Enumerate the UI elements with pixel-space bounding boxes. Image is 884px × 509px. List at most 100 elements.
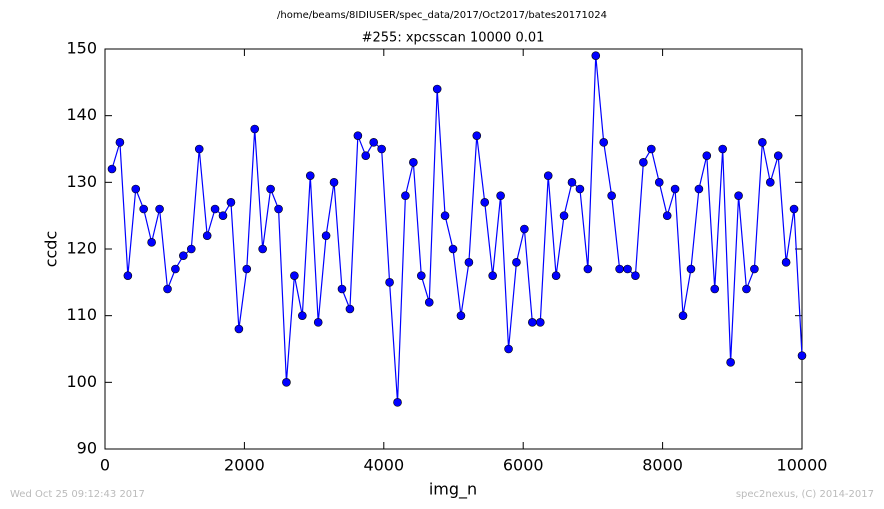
data-line [111, 55, 803, 403]
data-point [734, 191, 743, 200]
data-point [377, 144, 386, 154]
data-point [345, 304, 355, 314]
data-point [313, 318, 323, 327]
x-tick-label: 8000 [642, 456, 683, 475]
data-point [726, 358, 735, 367]
data-point [543, 171, 553, 180]
data-point [179, 251, 188, 260]
data-point [710, 284, 720, 294]
y-tick-label: 90 [77, 439, 97, 458]
data-point [583, 264, 593, 274]
y-tick-label: 150 [66, 39, 97, 58]
data-point [123, 271, 133, 280]
data-point [631, 271, 640, 280]
x-axis-label: img_n [429, 480, 477, 500]
data-point [591, 51, 601, 60]
data-point [623, 264, 632, 274]
data-point [615, 264, 624, 274]
data-point [282, 378, 291, 387]
data-point [797, 351, 807, 360]
data-point [361, 151, 371, 160]
y-axis-label: ccdc [42, 231, 61, 268]
data-point [321, 231, 331, 240]
data-point [163, 284, 172, 294]
data-point [139, 204, 148, 214]
data-point [107, 164, 117, 174]
data-point [694, 184, 704, 194]
data-point [781, 258, 791, 267]
data-point [758, 138, 767, 147]
plot-frame [104, 48, 803, 450]
data-point [551, 271, 561, 280]
x-tick-label: 10000 [777, 456, 828, 475]
data-point [409, 158, 418, 167]
data-point [226, 198, 236, 207]
data-point [440, 211, 450, 220]
x-tick-label: 4000 [363, 456, 404, 475]
data-point [194, 144, 204, 154]
data-point [607, 191, 616, 200]
data-point [337, 284, 347, 294]
data-point [385, 278, 394, 287]
x-tick-label: 6000 [503, 456, 544, 475]
y-tick-label: 100 [66, 372, 97, 391]
data-point [298, 311, 307, 320]
data-point [258, 244, 267, 254]
data-point [369, 138, 378, 147]
data-point [202, 231, 212, 240]
data-point [147, 238, 156, 247]
data-point [575, 184, 585, 194]
data-point [448, 244, 458, 254]
data-point [702, 151, 712, 160]
chart-title: #255: xpcsscan 10000 0.01 [362, 31, 545, 46]
data-point [789, 204, 799, 214]
data-point [480, 198, 490, 207]
data-point [424, 298, 434, 307]
footer-right: spec2nexus, (C) 2014-2017 [736, 489, 874, 500]
data-point [520, 224, 529, 234]
data-point [290, 271, 299, 280]
data-point [718, 144, 727, 154]
data-point [416, 271, 426, 280]
data-point [742, 284, 751, 294]
data-point [131, 184, 141, 194]
data-point [647, 144, 656, 154]
data-point [171, 264, 180, 274]
data-point [393, 398, 402, 407]
data-point [567, 178, 577, 187]
data-point [115, 138, 125, 147]
data-point [765, 178, 775, 187]
y-tick-label: 130 [66, 172, 97, 191]
data-point [654, 178, 664, 187]
data-point [186, 244, 196, 254]
data-point [496, 191, 505, 200]
data-point [528, 318, 537, 327]
data-point [639, 158, 648, 167]
x-tick-label: 0 [100, 456, 110, 475]
data-point [488, 271, 497, 280]
data-point [535, 318, 545, 327]
data-point [512, 258, 521, 267]
data-point [773, 151, 783, 160]
footer-left: Wed Oct 25 09:12:43 2017 [10, 489, 145, 500]
data-point [464, 258, 474, 267]
data-point [472, 131, 482, 140]
y-tick-label: 140 [66, 105, 97, 124]
data-point [662, 211, 672, 220]
data-point [210, 204, 220, 214]
data-point [678, 311, 688, 320]
data-point [686, 264, 696, 274]
data-point [401, 191, 410, 200]
y-tick-label: 110 [66, 305, 97, 324]
x-tick-label: 2000 [224, 456, 265, 475]
data-point [242, 264, 252, 274]
data-point [504, 344, 513, 354]
data-point [274, 204, 283, 214]
data-point [250, 124, 260, 134]
data-point [329, 178, 339, 187]
data-point [456, 311, 466, 320]
data-point [432, 84, 442, 94]
data-point [218, 211, 228, 220]
data-point [234, 324, 244, 334]
